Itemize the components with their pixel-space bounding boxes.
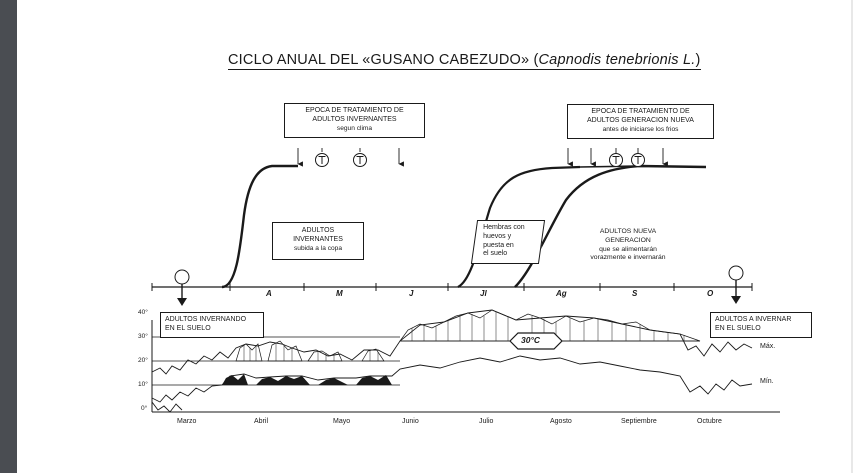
min-temp-fill (222, 374, 392, 385)
max-series-label: Máx. (760, 343, 776, 350)
title-paren-close: ) (695, 52, 701, 68)
treatment-2-line1: EPOCA DE TRATAMIENTO DE (591, 108, 690, 115)
nueva-gen-line2: GENERACION (605, 236, 651, 244)
circled-t-icon (631, 153, 645, 167)
month-letter: M (336, 289, 343, 298)
label-nueva-generacion: ADULTOS NUEVA GENERACION que se alimenta… (570, 228, 686, 263)
y-tick-label: 40° (138, 309, 148, 316)
month-name: Junio (402, 418, 419, 425)
y-tick-label: 0° (141, 405, 148, 412)
curve-adultos-invernantes (221, 164, 298, 289)
nueva-gen-line3: que se alimentarán (599, 245, 657, 253)
month-name: Agosto (550, 418, 572, 425)
hembras-line4: el suelo (483, 250, 508, 258)
hembras-line3: puesta en (483, 241, 514, 249)
hembras-line2: huevos y (483, 232, 512, 240)
nueva-gen-line1: ADULTOS NUEVA (599, 228, 657, 235)
hembras-line1: Hembras con (483, 224, 525, 231)
max-temp-hatch (243, 312, 685, 361)
temp-threshold-label: 30°C (521, 335, 540, 345)
a-invernar-line2: EN EL SUELO (715, 324, 761, 332)
box-adultos-invernando: ADULTOS INVERNANDO EN EL SUELO (160, 312, 264, 338)
circled-t-icon (315, 153, 329, 167)
y-tick-label: 10° (138, 381, 148, 388)
min-series-label: Mín. (760, 378, 774, 385)
title-scientific-name: Capnodis tenebrionis L. (538, 52, 696, 68)
title-paren-open: ( (533, 52, 539, 68)
temp-threshold-badge (509, 332, 563, 350)
month-name: Septiembre (621, 418, 657, 425)
treatment-1-line3: segun clima (336, 124, 373, 132)
treatment-1-line1: EPOCA DE TRATAMIENTO DE (305, 107, 404, 114)
treatment-box-nueva-generacion: EPOCA DE TRATAMIENTO DE ADULTOS GENERACI… (567, 104, 714, 139)
invernando-line1: ADULTOS INVERNANDO (165, 316, 247, 323)
circled-t-icon (353, 153, 367, 167)
soil-marker-left-icon (174, 269, 190, 306)
treatment-arrows-2 (567, 148, 668, 167)
month-letter: A (266, 289, 272, 298)
curve-hembras (457, 165, 581, 288)
box-adultos-invernantes: ADULTOS INVERNANTES subida a la copa (272, 222, 364, 260)
box-hembras: Hembras con huevos y puesta en el suelo (470, 220, 546, 264)
nueva-gen-line4: vorazmente e invernarán (590, 254, 666, 262)
box-adultos-a-invernar: ADULTOS A INVERNAR EN EL SUELO (710, 312, 812, 338)
invernantes-line3: subida a la copa (293, 244, 343, 252)
min-temp-line (151, 355, 753, 403)
a-invernar-line1: ADULTOS A INVERNAR (715, 316, 792, 323)
treatment-arrows-1 (297, 148, 404, 167)
viewer-right-edge (851, 0, 853, 473)
month-letter: Ag (556, 289, 567, 298)
soil-marker-right-icon (728, 265, 744, 304)
title-main: CICLO ANUAL DEL «GUSANO CABEZUDO» (228, 52, 530, 68)
curve-join (579, 165, 641, 168)
y-tick-label: 20° (138, 357, 148, 364)
max-temp-shading (235, 309, 701, 362)
invernantes-line1: ADULTOS (301, 227, 335, 234)
month-letter: S (632, 289, 638, 298)
month-letter: J (409, 289, 414, 298)
curve-nueva-generacion (514, 164, 707, 288)
month-letter: Jl (480, 289, 487, 298)
month-ticks (151, 283, 753, 291)
diagram-title: CICLO ANUAL DEL «GUSANO CABEZUDO» (Capno… (228, 52, 701, 70)
y-tick-label: 30° (138, 333, 148, 340)
max-temp-line (151, 309, 753, 375)
month-name: Mayo (333, 418, 351, 425)
month-name: Julio (479, 418, 494, 425)
treatment-1-line2: ADULTOS INVERNANTES (312, 115, 397, 123)
month-name: Octubre (697, 418, 722, 425)
month-letter: O (707, 289, 714, 298)
invernantes-line2: INVERNANTES (293, 235, 343, 243)
treatment-2-line2: ADULTOS GENERACION NUEVA (587, 116, 694, 124)
month-name: Marzo (177, 418, 197, 425)
early-season-line (151, 401, 183, 413)
month-name: Abril (254, 418, 269, 425)
invernando-line2: EN EL SUELO (165, 324, 211, 332)
treatment-2-line3: antes de iniciarse los frios (602, 125, 679, 133)
circled-t-icon (609, 153, 623, 167)
treatment-box-invernantes: EPOCA DE TRATAMIENTO DE ADULTOS INVERNAN… (284, 103, 425, 138)
viewer-left-edge (0, 0, 17, 473)
